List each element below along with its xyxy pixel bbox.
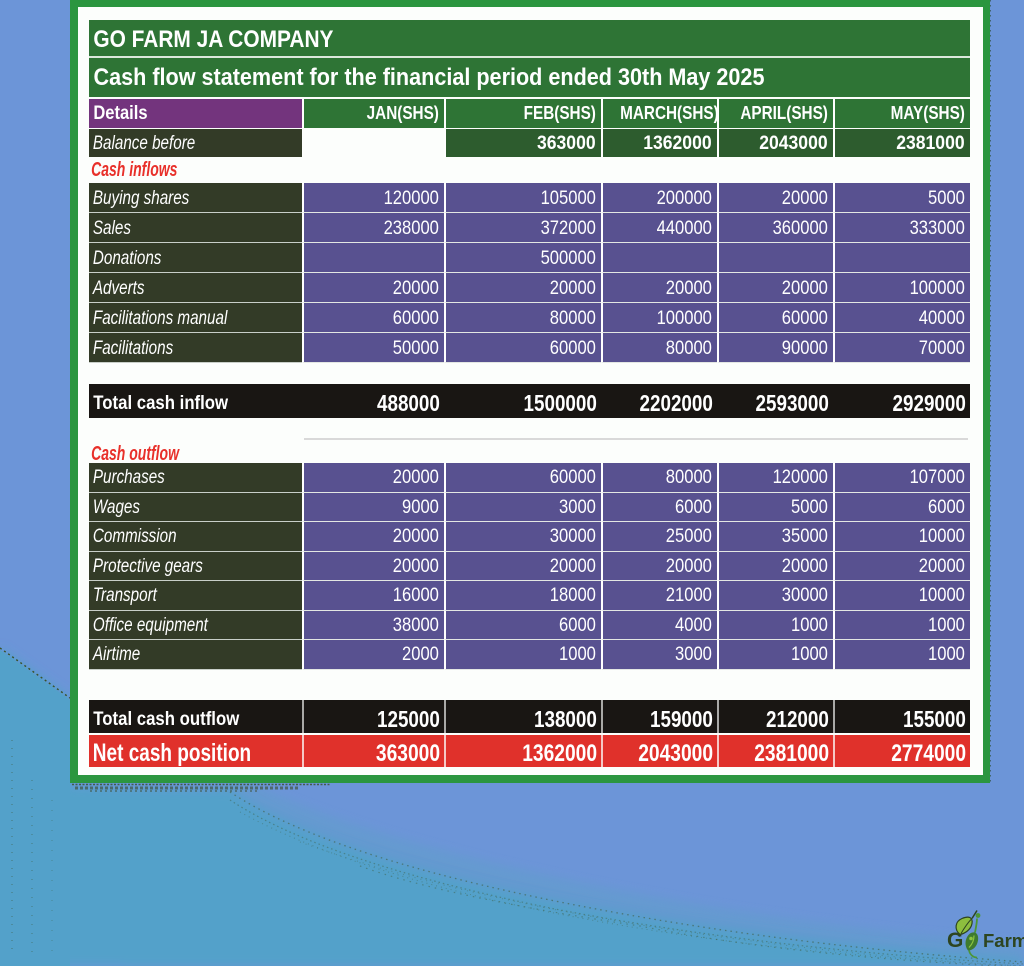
svg-text:G: G bbox=[947, 929, 963, 952]
svg-text:Farm: Farm bbox=[983, 930, 1024, 951]
